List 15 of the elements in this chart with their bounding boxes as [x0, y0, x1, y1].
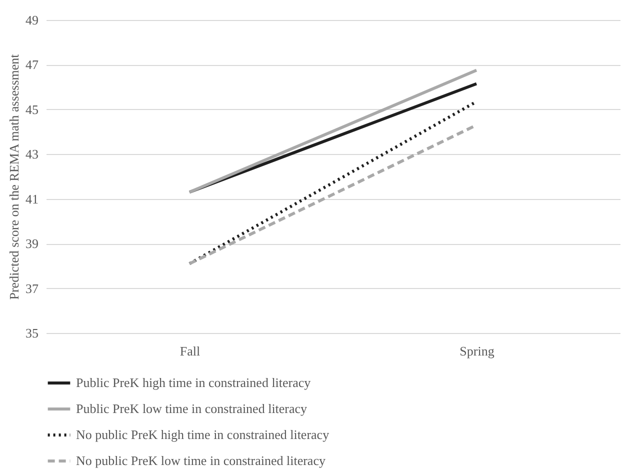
- y-tick-label: 37: [26, 280, 39, 296]
- y-tick-label: 47: [26, 57, 39, 72]
- x-tick-label: Fall: [180, 344, 200, 358]
- y-tick-label: 43: [26, 146, 38, 162]
- y-tick-label: 39: [26, 236, 38, 252]
- y-tick-label: 45: [26, 102, 38, 117]
- y-axis-title: Predicted score on the REMA math assessment: [6, 54, 22, 300]
- legend-label: Public PreK low time in constrained literacy: [76, 401, 308, 416]
- y-tick-label: 49: [26, 12, 38, 28]
- legend-label: Public PreK high time in constrained literacy: [76, 375, 312, 390]
- legend-label: No public PreK high time in constrained literacy: [76, 427, 330, 442]
- legend-label: No public PreK low time in constrained literacy: [76, 453, 326, 468]
- y-tick-label: 35: [26, 326, 38, 340]
- x-tick-label: Spring: [460, 344, 495, 358]
- y-tick-label: 41: [26, 191, 38, 206]
